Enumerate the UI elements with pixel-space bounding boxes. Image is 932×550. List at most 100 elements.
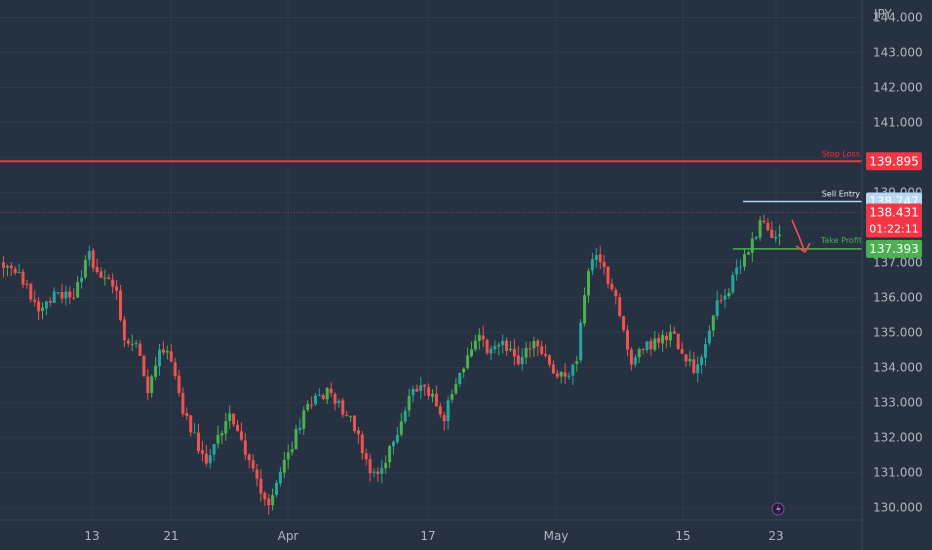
candle-body (501, 340, 505, 346)
candle-body (200, 450, 204, 454)
countdown-text: 01:22:11 (869, 223, 918, 236)
candle-body (169, 351, 173, 362)
candle-body (731, 274, 735, 293)
candle-body (368, 459, 372, 474)
candle-body (314, 395, 317, 405)
candle-body (80, 277, 83, 282)
candle-body (571, 364, 575, 376)
candle-body (544, 353, 548, 356)
candle-body (512, 348, 516, 357)
candle-body (770, 229, 774, 238)
y-tick-label: 136.000 (873, 291, 923, 305)
candle-body (13, 268, 17, 273)
candle-body (236, 424, 239, 431)
candle-body (466, 355, 470, 369)
candle-body (364, 453, 368, 460)
y-tick-label: 131.000 (873, 466, 923, 480)
candle-body (294, 429, 298, 450)
candle-body (37, 301, 41, 312)
candle-body (676, 333, 680, 349)
take-profit-badge-bg (866, 239, 922, 258)
candle-body (372, 471, 376, 473)
candle-body (637, 348, 641, 358)
candle-body (60, 292, 64, 299)
candle-body (321, 395, 325, 399)
candle-body (154, 365, 158, 377)
candle-body (411, 388, 415, 396)
candle-body (356, 430, 360, 435)
candle-body (528, 348, 532, 350)
y-tick-label: 143.000 (873, 46, 923, 60)
candle-body (563, 372, 567, 377)
candle-body (629, 349, 633, 365)
candle-body (177, 375, 181, 393)
candle-body (9, 265, 13, 269)
candle-body (278, 471, 282, 484)
candle-body (263, 492, 267, 500)
stop-loss-badge-bg (866, 152, 922, 171)
candle-body (317, 394, 321, 396)
candle-body (606, 266, 610, 284)
candle-body (774, 236, 778, 239)
candle-body (2, 262, 5, 268)
candle-body (407, 395, 411, 411)
candle-body (688, 358, 692, 362)
x-tick-label: 13 (84, 529, 99, 543)
candle-body (325, 387, 329, 400)
candle-body (665, 335, 668, 340)
candle-body (267, 498, 271, 506)
candle-body (438, 406, 442, 415)
candle-body (349, 416, 353, 418)
take-profit-badge-text: 137.393 (869, 242, 919, 256)
candle-body (778, 234, 782, 236)
y-tick-label: 142.000 (873, 81, 923, 95)
candle-body (548, 355, 551, 365)
candle-body (204, 453, 208, 464)
candle-body (337, 400, 341, 404)
y-tick-label: 134.000 (873, 361, 923, 375)
candle-body (536, 340, 540, 347)
candle-body (509, 348, 512, 351)
candle-body (376, 471, 380, 474)
candle-body (247, 454, 251, 461)
candle-body (181, 393, 185, 415)
candle-body (224, 421, 228, 434)
candle-body (122, 319, 126, 341)
candle-body (590, 259, 594, 271)
candle-body (329, 388, 333, 394)
candle-body (645, 341, 649, 351)
last-price-text: 138.431 (869, 206, 919, 220)
candle-body (415, 388, 419, 392)
candle-body (150, 376, 154, 393)
candle-body (130, 343, 134, 345)
candle-body (232, 413, 236, 425)
candle-body (583, 295, 587, 324)
candle-body (657, 337, 661, 343)
stop-loss-badge-text: 139.895 (869, 154, 919, 168)
candle-body (360, 434, 364, 454)
candle-body (633, 357, 637, 365)
stop-loss-label: Stop Loss (822, 149, 860, 158)
x-tick-label: 23 (768, 529, 783, 543)
candle-body (95, 267, 99, 272)
candle-body (103, 277, 107, 279)
candle-body (208, 455, 212, 464)
candle-body (567, 375, 571, 377)
candle-body (142, 355, 146, 377)
candle-body (485, 339, 489, 354)
candle-body (618, 297, 622, 317)
candle-body (384, 463, 388, 469)
candle-body (766, 222, 770, 231)
candle-body (704, 344, 707, 358)
candle-body (707, 330, 711, 344)
candle-body (310, 404, 314, 406)
candle-body (48, 301, 52, 303)
candle-body (540, 346, 544, 355)
candle-body (649, 340, 653, 350)
candle-body (158, 349, 161, 367)
candle-body (739, 266, 743, 268)
candle-body (298, 427, 302, 430)
candle-body (520, 357, 524, 365)
